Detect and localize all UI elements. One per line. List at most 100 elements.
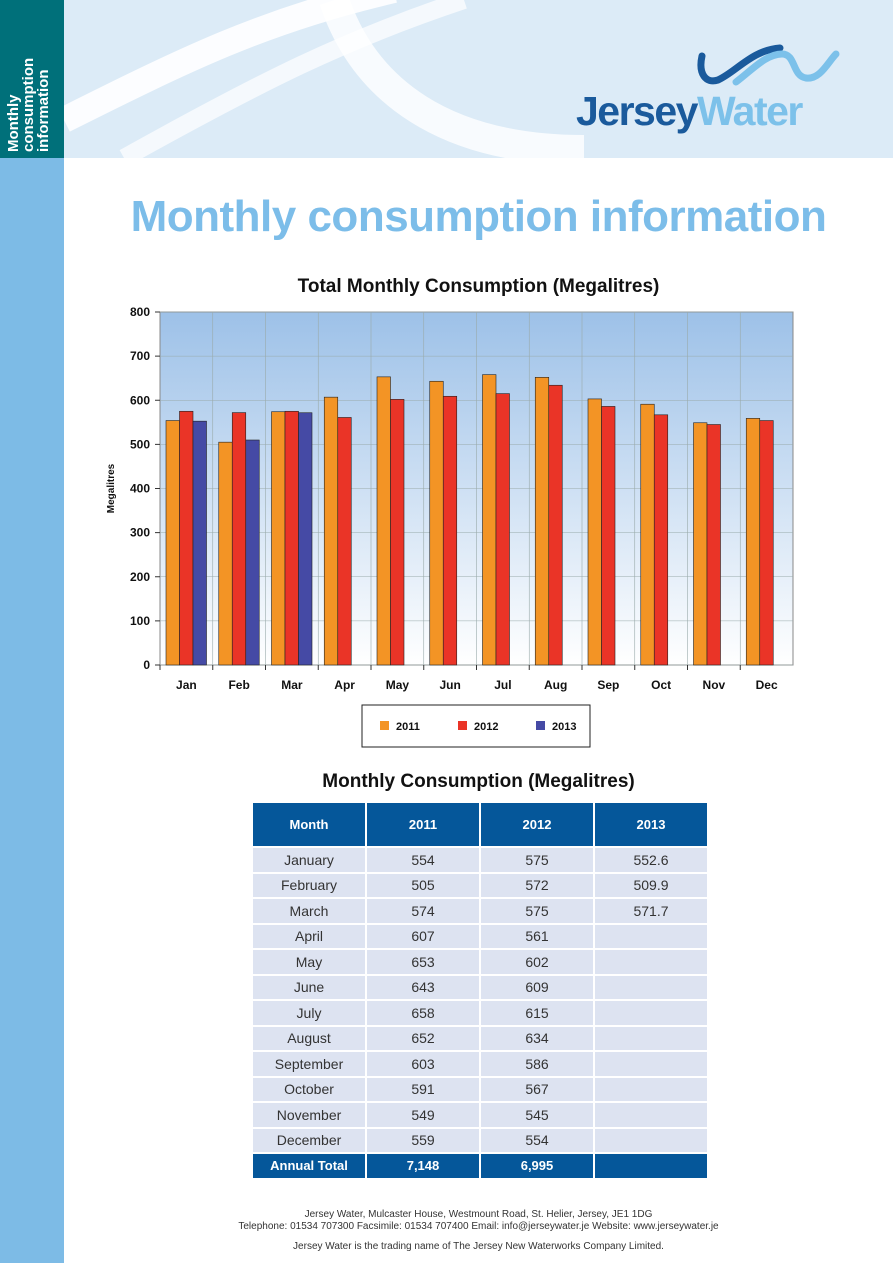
table-row: December 559 554 <box>253 1128 707 1154</box>
bar-2012 <box>548 384 563 666</box>
table-row: April 607 561 <box>253 924 707 950</box>
y-tick-label: 800 <box>130 305 150 319</box>
x-tick-label: Jun <box>439 678 460 692</box>
x-tick-label: Apr <box>334 678 355 692</box>
page-title: Monthly consumption information <box>130 192 827 241</box>
table-cell <box>595 1026 707 1052</box>
table-cell: April <box>253 924 365 950</box>
table-cell: November <box>253 1103 365 1129</box>
bar-2012 <box>442 395 458 666</box>
bar-2013 <box>298 412 313 666</box>
x-tick-label: Mar <box>281 678 303 692</box>
bar-2012 <box>706 424 721 666</box>
footer-contact: Telephone: 01534 707300 Facsimile: 01534… <box>238 1221 719 1232</box>
bar-2011 <box>587 398 602 666</box>
bar-2011 <box>534 377 550 666</box>
table-cell: 505 <box>367 873 479 899</box>
bar-2012 <box>284 410 299 666</box>
x-tick-label: Dec <box>756 678 778 692</box>
bar-2011 <box>376 376 391 666</box>
bar-2013 <box>192 420 207 666</box>
table-cell: February <box>253 873 365 899</box>
x-tick-label: Sep <box>597 678 619 692</box>
table-cell: 571.7 <box>595 899 707 925</box>
legend-swatch-2011 <box>380 721 389 730</box>
total-cell <box>595 1154 707 1180</box>
table-cell <box>595 1077 707 1103</box>
x-tick-label: Jul <box>494 678 511 692</box>
table-cell <box>595 1001 707 1027</box>
table-title: Monthly Consumption (Megalitres) <box>322 771 635 792</box>
bar-2012 <box>179 410 194 666</box>
table-cell: January <box>253 848 365 874</box>
table-cell: 653 <box>367 950 479 976</box>
table-cell: 575 <box>481 899 593 925</box>
bar-2012 <box>337 417 352 666</box>
footer-address: Jersey Water, Mulcaster House, Westmount… <box>304 1209 653 1220</box>
bar-2011 <box>693 422 708 666</box>
sidebar-tab: Monthly consumption information <box>0 0 64 158</box>
table-row: February 505 572 509.9 <box>253 873 707 899</box>
table-cell: 591 <box>367 1077 479 1103</box>
table-cell: July <box>253 1001 365 1027</box>
header-month: Month <box>253 803 365 848</box>
table-cell: September <box>253 1052 365 1078</box>
table-row: September 603 586 <box>253 1052 707 1078</box>
table-cell: 509.9 <box>595 873 707 899</box>
y-axis-label: Megalitres <box>106 463 117 513</box>
y-tick-label: 200 <box>130 570 150 584</box>
table-cell: 634 <box>481 1026 593 1052</box>
bar-2011 <box>271 411 286 666</box>
header-2012: 2012 <box>481 803 593 848</box>
consumption-bar-chart: 0 100 200 300 400 500 600 700 800 Jan Feb Mar Apr May… <box>106 305 794 748</box>
table-row: June 643 609 <box>253 975 707 1001</box>
bar-2011 <box>165 420 180 666</box>
legend-box <box>361 704 591 748</box>
table-cell: 607 <box>367 924 479 950</box>
table-cell: 602 <box>481 950 593 976</box>
bar-2013 <box>245 439 260 666</box>
y-tick-label: 400 <box>130 482 150 496</box>
footer: Jersey Water, Mulcaster House, Westmount… <box>64 1209 893 1253</box>
legend-swatch-2013 <box>536 721 545 730</box>
x-tick-label: Jan <box>176 678 197 692</box>
x-tick-label: Feb <box>228 678 249 692</box>
y-tick-label: 300 <box>130 526 150 540</box>
bar-2011 <box>429 380 444 666</box>
x-tick-label: May <box>386 678 410 692</box>
bar-2012 <box>601 406 616 666</box>
x-tick-label: Aug <box>544 678 567 692</box>
y-tick-label: 600 <box>130 393 150 407</box>
table-cell: 575 <box>481 848 593 874</box>
x-tick-label: Oct <box>651 678 671 692</box>
total-cell: 7,148 <box>367 1154 479 1180</box>
total-cell: Annual Total <box>253 1154 365 1180</box>
table-row: July 658 615 <box>253 1001 707 1027</box>
table-cell: 572 <box>481 873 593 899</box>
table-row: November 549 545 <box>253 1103 707 1129</box>
bar-2012 <box>390 399 405 666</box>
table-cell <box>595 975 707 1001</box>
table-row: May 653 602 <box>253 950 707 976</box>
y-tick-label: 700 <box>130 349 150 363</box>
chart-title: Total Monthly Consumption (Megalitres) <box>297 276 660 297</box>
legend-label-2011: 2011 <box>396 721 420 733</box>
legend-label-2013: 2013 <box>552 721 576 733</box>
consumption-table: Month 2011 2012 2013 January 554 575 552.6 F… <box>251 803 709 1180</box>
total-cell: 6,995 <box>481 1154 593 1180</box>
table-row: August 652 634 <box>253 1026 707 1052</box>
table-cell: 609 <box>481 975 593 1001</box>
table-cell: 603 <box>367 1052 479 1078</box>
table-cell <box>595 924 707 950</box>
y-tick-label: 0 <box>143 658 150 672</box>
table-cell <box>595 950 707 976</box>
table-cell: 554 <box>481 1128 593 1154</box>
table-cell: 559 <box>367 1128 479 1154</box>
table-cell: October <box>253 1077 365 1103</box>
header-band: JerseyWater <box>64 0 893 158</box>
footer-legal: Jersey Water is the trading name of The … <box>293 1241 664 1252</box>
table-row: January 554 575 552.6 <box>253 848 707 874</box>
bar-2011 <box>482 374 497 666</box>
table-cell: 643 <box>367 975 479 1001</box>
y-tick-label: 100 <box>130 614 150 628</box>
